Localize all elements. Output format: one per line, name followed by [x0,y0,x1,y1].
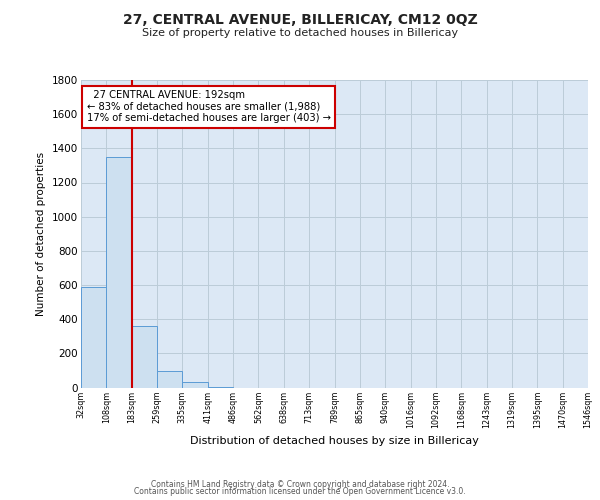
Bar [182,382,208,388]
Bar [106,157,132,388]
Text: Size of property relative to detached houses in Billericay: Size of property relative to detached ho… [142,28,458,38]
Bar [157,372,182,388]
Text: 27 CENTRAL AVENUE: 192sqm
← 83% of detached houses are smaller (1,988)
17% of se: 27 CENTRAL AVENUE: 192sqm ← 83% of detac… [86,90,331,124]
X-axis label: Distribution of detached houses by size in Billericay: Distribution of detached houses by size … [190,436,479,446]
Text: Contains HM Land Registry data © Crown copyright and database right 2024.: Contains HM Land Registry data © Crown c… [151,480,449,489]
Text: 27, CENTRAL AVENUE, BILLERICAY, CM12 0QZ: 27, CENTRAL AVENUE, BILLERICAY, CM12 0QZ [122,12,478,26]
Bar [81,286,106,388]
Bar [208,386,233,388]
Bar [132,326,157,388]
Y-axis label: Number of detached properties: Number of detached properties [37,152,46,316]
Text: Contains public sector information licensed under the Open Government Licence v3: Contains public sector information licen… [134,487,466,496]
